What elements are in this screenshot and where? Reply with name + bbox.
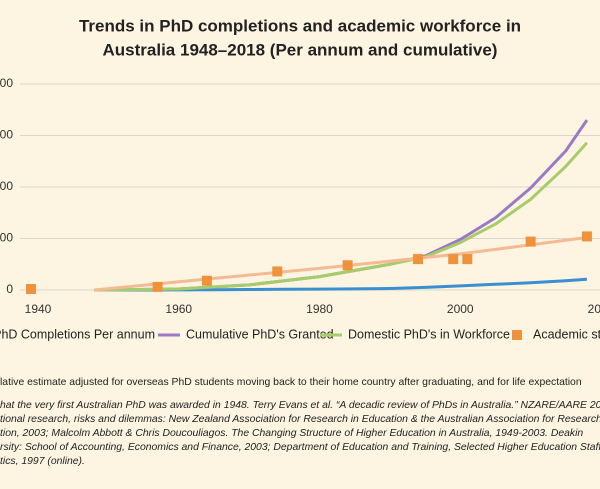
scatter-point [152, 281, 163, 292]
scatter-point [413, 254, 424, 265]
source: tion, 2003; Malcolm Abbott & Chris Douco… [0, 428, 583, 439]
source: rsity: School of Accounting, Economics a… [0, 442, 600, 453]
scatter-point [201, 275, 212, 286]
legend-label: PhD Completions Per annum [0, 327, 155, 341]
x-tick-label: 2000 [447, 302, 474, 316]
notes: lative estimate adjusted for overseas Ph… [0, 377, 600, 467]
scatter-point [581, 231, 592, 242]
chart-title: Australia 1948–2018 (Per annum and cumul… [103, 40, 498, 59]
y-tick-label: 100,000 [0, 179, 13, 193]
chart-title: Trends in PhD completions and academic w… [79, 16, 521, 35]
series-line [94, 119, 589, 292]
source: hat the very first Australian PhD was aw… [0, 400, 600, 411]
source: tional research, risks and dilemmas: New… [0, 414, 600, 425]
series-line [94, 277, 588, 292]
legend-label: Cumulative PhD's Granted [186, 327, 334, 341]
series-line [94, 236, 588, 292]
y-tick-label: 200,000 [0, 76, 13, 90]
x-tick-label: 1960 [165, 302, 192, 316]
x-tick-label: 2020 [588, 302, 600, 316]
scatter-point [272, 266, 283, 277]
x-tick-label: 1940 [25, 302, 52, 316]
legend-label: Domestic PhD's in Workforce [348, 327, 510, 341]
scatter-point [462, 254, 473, 265]
legend-swatch [512, 330, 522, 340]
scatter-point [342, 260, 353, 271]
source: tics, 1997 (online). [0, 456, 85, 467]
series-line [94, 141, 589, 292]
x-tick-label: 1980 [306, 302, 333, 316]
scatter-point [25, 283, 36, 294]
scatter-point [525, 236, 536, 247]
footnote: lative estimate adjusted for overseas Ph… [0, 377, 582, 388]
legend-label: Academic staff [533, 327, 600, 341]
y-tick-label: 50,000 [0, 231, 13, 245]
y-tick-label: 0 [6, 282, 13, 296]
y-tick-label: 150,000 [0, 128, 13, 142]
scatter-point [448, 254, 459, 265]
